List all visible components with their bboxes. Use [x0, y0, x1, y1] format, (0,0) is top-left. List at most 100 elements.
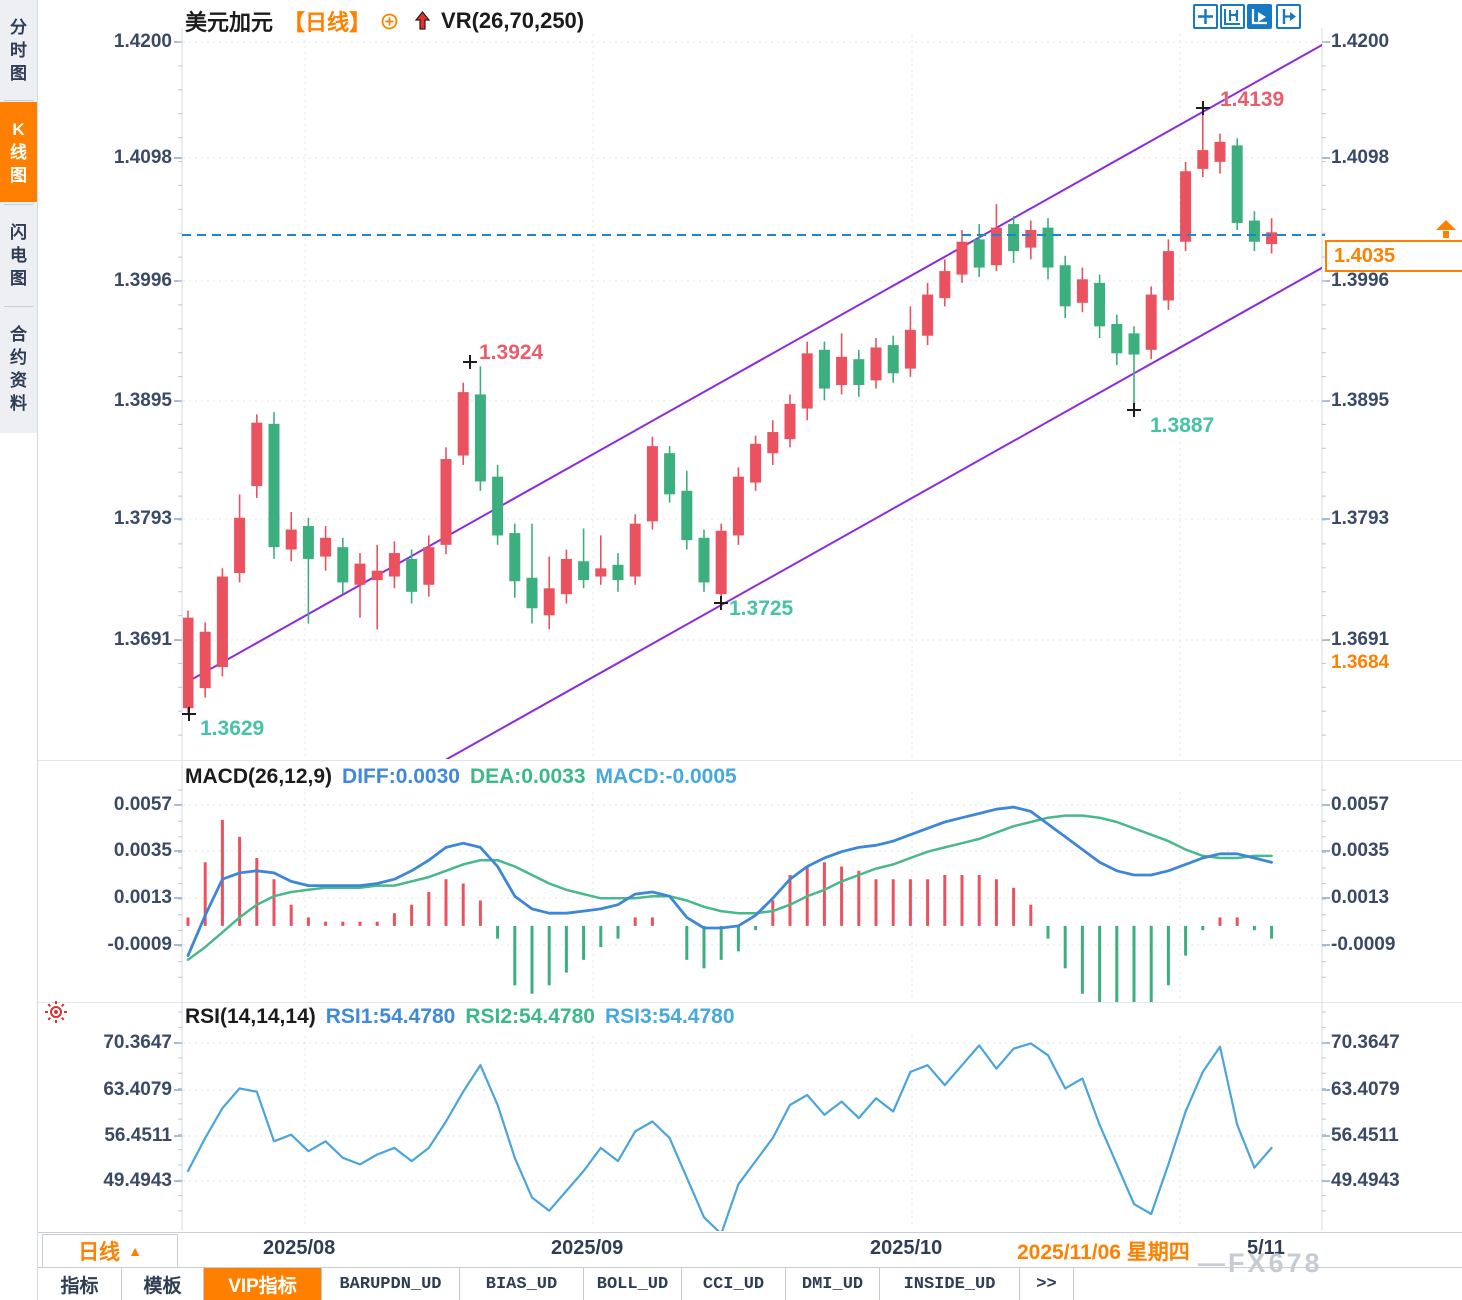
candlestick[interactable] [767, 432, 779, 454]
bottom-tab-[interactable]: >> [1020, 1268, 1074, 1300]
candlestick[interactable] [1059, 265, 1071, 307]
candlestick[interactable] [904, 329, 916, 369]
candlestick[interactable] [715, 530, 727, 595]
rsi-title[interactable]: RSI(14,14,14) [185, 1005, 316, 1028]
candlestick[interactable] [1214, 141, 1226, 162]
candlestick[interactable] [216, 576, 228, 668]
candlestick[interactable] [1008, 224, 1020, 252]
axis-scale-icon[interactable] [1220, 4, 1245, 29]
bottom-tab-[interactable]: 指标 [38, 1268, 122, 1300]
candlestick[interactable] [543, 588, 555, 616]
period-label: 日线 [78, 1241, 121, 1264]
candlestick[interactable] [870, 347, 882, 381]
candlestick[interactable] [183, 617, 194, 709]
bottom-tab-bollud[interactable]: BOLL_UD [584, 1268, 682, 1300]
candlestick[interactable] [492, 476, 504, 536]
candlestick[interactable] [698, 537, 710, 583]
candlestick[interactable] [836, 356, 848, 386]
candlestick[interactable] [1162, 251, 1174, 301]
candlestick[interactable] [440, 459, 452, 545]
candlestick[interactable] [423, 547, 435, 585]
bottom-tab-biasud[interactable]: BIAS_UD [460, 1268, 584, 1300]
candlestick[interactable] [664, 453, 676, 495]
candlestick[interactable] [853, 359, 865, 386]
candlestick[interactable] [784, 403, 796, 440]
candlestick[interactable] [1025, 229, 1037, 248]
candlestick[interactable] [1111, 323, 1123, 354]
candlestick[interactable] [509, 533, 521, 582]
macd-hist-value: MACD:-0.0005 [595, 765, 737, 788]
bottom-tab-vip[interactable]: VIP指标 [204, 1268, 322, 1300]
candlestick[interactable] [939, 271, 951, 299]
candlestick[interactable] [199, 631, 211, 689]
bottom-tab-[interactable]: 模板 [122, 1268, 204, 1300]
bottom-tab-cciud[interactable]: CCI_UD [682, 1268, 786, 1300]
sidebar-tab-time-chart[interactable]: 分时图 [0, 2, 37, 98]
candlestick[interactable] [1266, 232, 1278, 245]
candlestick[interactable] [354, 563, 366, 585]
bottom-tab-barupdnud[interactable]: BARUPDN_UD [322, 1268, 460, 1300]
sidebar-tab-char: 图 [10, 268, 27, 288]
candlestick[interactable] [646, 446, 658, 522]
candlestick[interactable] [1180, 171, 1192, 242]
candlestick[interactable] [801, 353, 813, 409]
candlestick[interactable] [1042, 227, 1054, 268]
candlestick[interactable] [887, 345, 899, 374]
candlestick[interactable] [990, 227, 1002, 266]
candlestick[interactable] [681, 490, 693, 541]
candlestick[interactable] [406, 558, 418, 592]
candlestick[interactable] [1076, 279, 1088, 303]
indicator-name[interactable]: VR(26,70,250) [441, 8, 585, 33]
candlestick[interactable] [818, 349, 830, 389]
candlestick[interactable] [285, 529, 297, 550]
candlestick[interactable] [302, 526, 314, 559]
sidebar-tab-contract-info[interactable]: 合约资料 [0, 306, 37, 432]
candlestick[interactable] [1248, 220, 1260, 242]
bottom-tab-insideud[interactable]: INSIDE_UD [880, 1268, 1020, 1300]
candlestick[interactable] [922, 294, 934, 336]
pointer-axis-icon[interactable] [1247, 4, 1272, 29]
candlestick[interactable] [956, 241, 968, 275]
current-price-box: 1.4035 [1325, 240, 1462, 272]
candlestick[interactable] [560, 558, 572, 595]
period-selector[interactable]: 日线 ▲ [42, 1234, 178, 1268]
candlestick[interactable] [337, 547, 349, 583]
add-indicator-icon[interactable] [381, 13, 398, 30]
candlestick[interactable] [371, 570, 383, 581]
candlestick[interactable] [1231, 145, 1243, 223]
candlestick[interactable] [474, 394, 486, 482]
candlestick[interactable] [457, 392, 469, 456]
candlestick[interactable] [732, 476, 744, 536]
indicator-settings-sun-icon[interactable] [44, 1000, 68, 1029]
candlestick[interactable] [612, 564, 624, 581]
crosshair-move-icon[interactable] [1193, 4, 1218, 29]
candlestick[interactable] [973, 239, 985, 268]
candlestick[interactable] [234, 517, 246, 574]
candlestick[interactable] [1145, 294, 1157, 350]
pan-right-icon[interactable] [1276, 4, 1301, 29]
price-axis-label: 1.3895 [1331, 390, 1390, 411]
swing-price-annotation: 1.3725 [729, 597, 794, 620]
candlestick[interactable] [388, 553, 400, 577]
trend-channel-upper-line[interactable] [170, 41, 1330, 692]
candlestick[interactable] [1128, 333, 1140, 355]
candlestick[interactable] [1197, 150, 1209, 169]
trend-channel-lower-line[interactable] [440, 263, 1330, 763]
bottom-tab-dmiud[interactable]: DMI_UD [786, 1268, 880, 1300]
candlestick[interactable] [750, 443, 762, 483]
sidebar-tab-lightning-chart[interactable]: 闪电图 [0, 206, 37, 304]
candlestick[interactable] [526, 577, 538, 609]
macd-title[interactable]: MACD(26,12,9) [185, 765, 333, 788]
period-tag[interactable]: 【日线】 [283, 10, 372, 35]
rsi3-value: RSI3:54.4780 [604, 1005, 735, 1028]
candlestick[interactable] [268, 423, 280, 548]
candlestick[interactable] [578, 561, 590, 581]
candlestick[interactable] [320, 537, 332, 557]
candlestick[interactable] [629, 523, 641, 577]
candlestick[interactable] [595, 568, 607, 577]
rsi-axis-label: 56.4511 [1331, 1125, 1399, 1146]
candlestick[interactable] [1094, 282, 1106, 327]
candlestick[interactable] [251, 422, 263, 487]
